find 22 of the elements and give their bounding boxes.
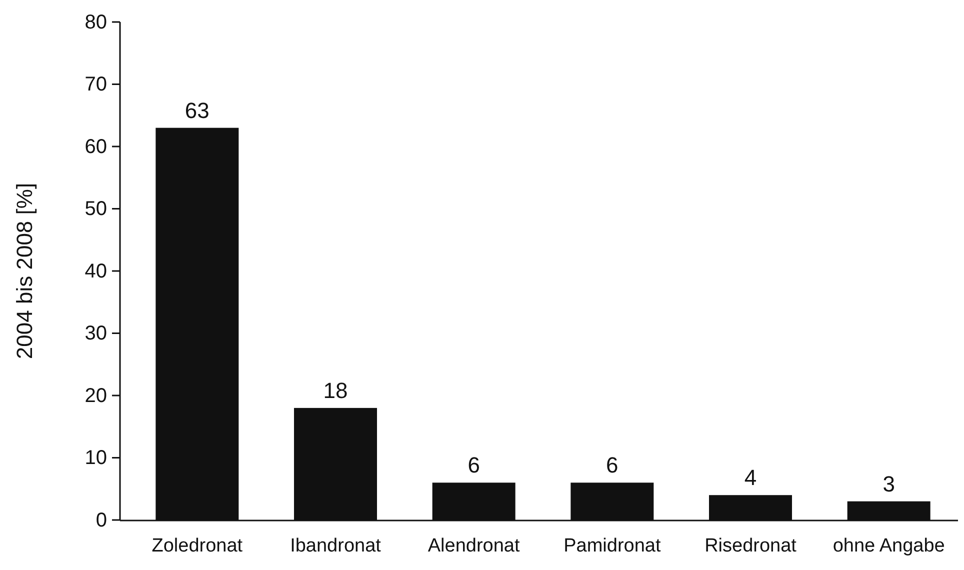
x-tick-label: Pamidronat (564, 536, 662, 556)
y-tick-label: 50 (84, 198, 107, 220)
y-tick-label: 70 (84, 74, 107, 96)
y-tick-label: 80 (84, 11, 107, 34)
x-tick-label: Ibandronat (290, 536, 382, 556)
data-label: 6 (468, 452, 480, 478)
y-tick-label: 40 (84, 260, 107, 282)
data-label: 18 (323, 378, 348, 403)
data-label: 4 (744, 465, 757, 490)
y-tick-label: 20 (84, 384, 107, 407)
y-tick-label: 30 (84, 322, 107, 345)
x-tick-label: Zoledronat (152, 536, 244, 556)
data-label: 63 (184, 98, 210, 123)
data-label: 3 (882, 471, 895, 496)
y-tick-label: 0 (96, 509, 107, 532)
x-tick-label: ohne Angabe (832, 536, 945, 556)
y-tick-label: 60 (84, 136, 107, 158)
data-label: 6 (606, 452, 618, 478)
x-tick-label: Alendronat (428, 536, 521, 556)
y-tick-label: 10 (84, 447, 107, 470)
x-tick-label: Risedronat (704, 536, 798, 556)
y-axis-title: 2004 bis 2008 [%] (12, 182, 37, 360)
